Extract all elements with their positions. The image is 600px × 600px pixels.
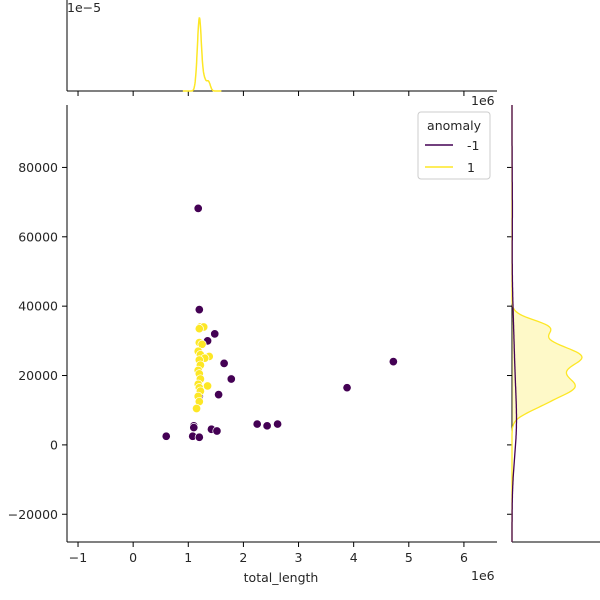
right-marginal-offset-text: 1e6 xyxy=(471,93,495,108)
top-marginal-ticks xyxy=(77,91,465,96)
x-tick-label: 0 xyxy=(129,550,137,565)
legend-label--1: -1 xyxy=(467,138,479,153)
y-tick-label: 60000 xyxy=(18,229,58,244)
scatter-point xyxy=(273,419,283,429)
top-marginal-offset-text: 1e−5 xyxy=(67,0,101,15)
y-tick-label: 80000 xyxy=(18,160,58,175)
scatter-point xyxy=(194,305,204,315)
right-kde-series-1-fill xyxy=(512,105,582,542)
x-tick-label: 5 xyxy=(405,550,413,565)
scatter-point xyxy=(388,357,398,367)
x-axis-offset-text: 1e6 xyxy=(471,568,495,583)
scatter-series-1 xyxy=(192,322,214,414)
top-kde-series-1 xyxy=(182,17,222,92)
scatter-point xyxy=(193,203,203,213)
top-marginal: 1e−5 xyxy=(66,0,497,96)
scatter-point xyxy=(194,324,204,334)
x-axis-ticks: −1 0 1 2 3 4 5 6 xyxy=(69,542,468,565)
scatter-point xyxy=(192,403,202,414)
scatter-point xyxy=(262,421,272,431)
x-axis-label: total_length xyxy=(244,570,319,585)
x-tick-label: 1 xyxy=(184,550,192,565)
scatter-point xyxy=(194,432,204,442)
right-marginal-ticks xyxy=(507,166,512,515)
legend-label-1: 1 xyxy=(467,160,475,175)
legend-title: anomaly xyxy=(427,118,482,133)
scatter-point xyxy=(252,419,262,429)
scatter-point xyxy=(226,374,236,384)
x-tick-label: −1 xyxy=(69,550,87,565)
legend: anomaly -1 1 xyxy=(417,111,491,180)
scatter-point xyxy=(219,358,229,368)
y-tick-label: 40000 xyxy=(18,299,58,314)
main-axes: −1 0 1 2 3 4 5 6 −20000 0 20000 40000 60000 80000 to… xyxy=(8,105,497,585)
scatter-point xyxy=(161,431,171,441)
scatter-point xyxy=(342,383,352,393)
y-tick-label: 0 xyxy=(50,437,58,452)
scatter-point xyxy=(189,422,199,433)
scatter-point xyxy=(212,426,222,436)
legend-frame xyxy=(417,111,491,180)
y-tick-label: −20000 xyxy=(8,507,58,522)
scatter-point xyxy=(197,339,207,349)
right-kde-series--1 xyxy=(511,105,518,542)
x-tick-label: 2 xyxy=(239,550,247,565)
scatter-point xyxy=(210,329,220,339)
y-tick-label: 20000 xyxy=(18,368,58,383)
right-marginal: 1e6 xyxy=(471,93,600,543)
x-tick-label: 3 xyxy=(295,550,303,565)
x-tick-label: 4 xyxy=(350,550,358,565)
scatter-point xyxy=(214,390,224,400)
scatter-point xyxy=(203,381,213,391)
x-tick-label: 6 xyxy=(460,550,468,565)
y-axis-ticks: −20000 0 20000 40000 60000 80000 xyxy=(8,160,67,522)
